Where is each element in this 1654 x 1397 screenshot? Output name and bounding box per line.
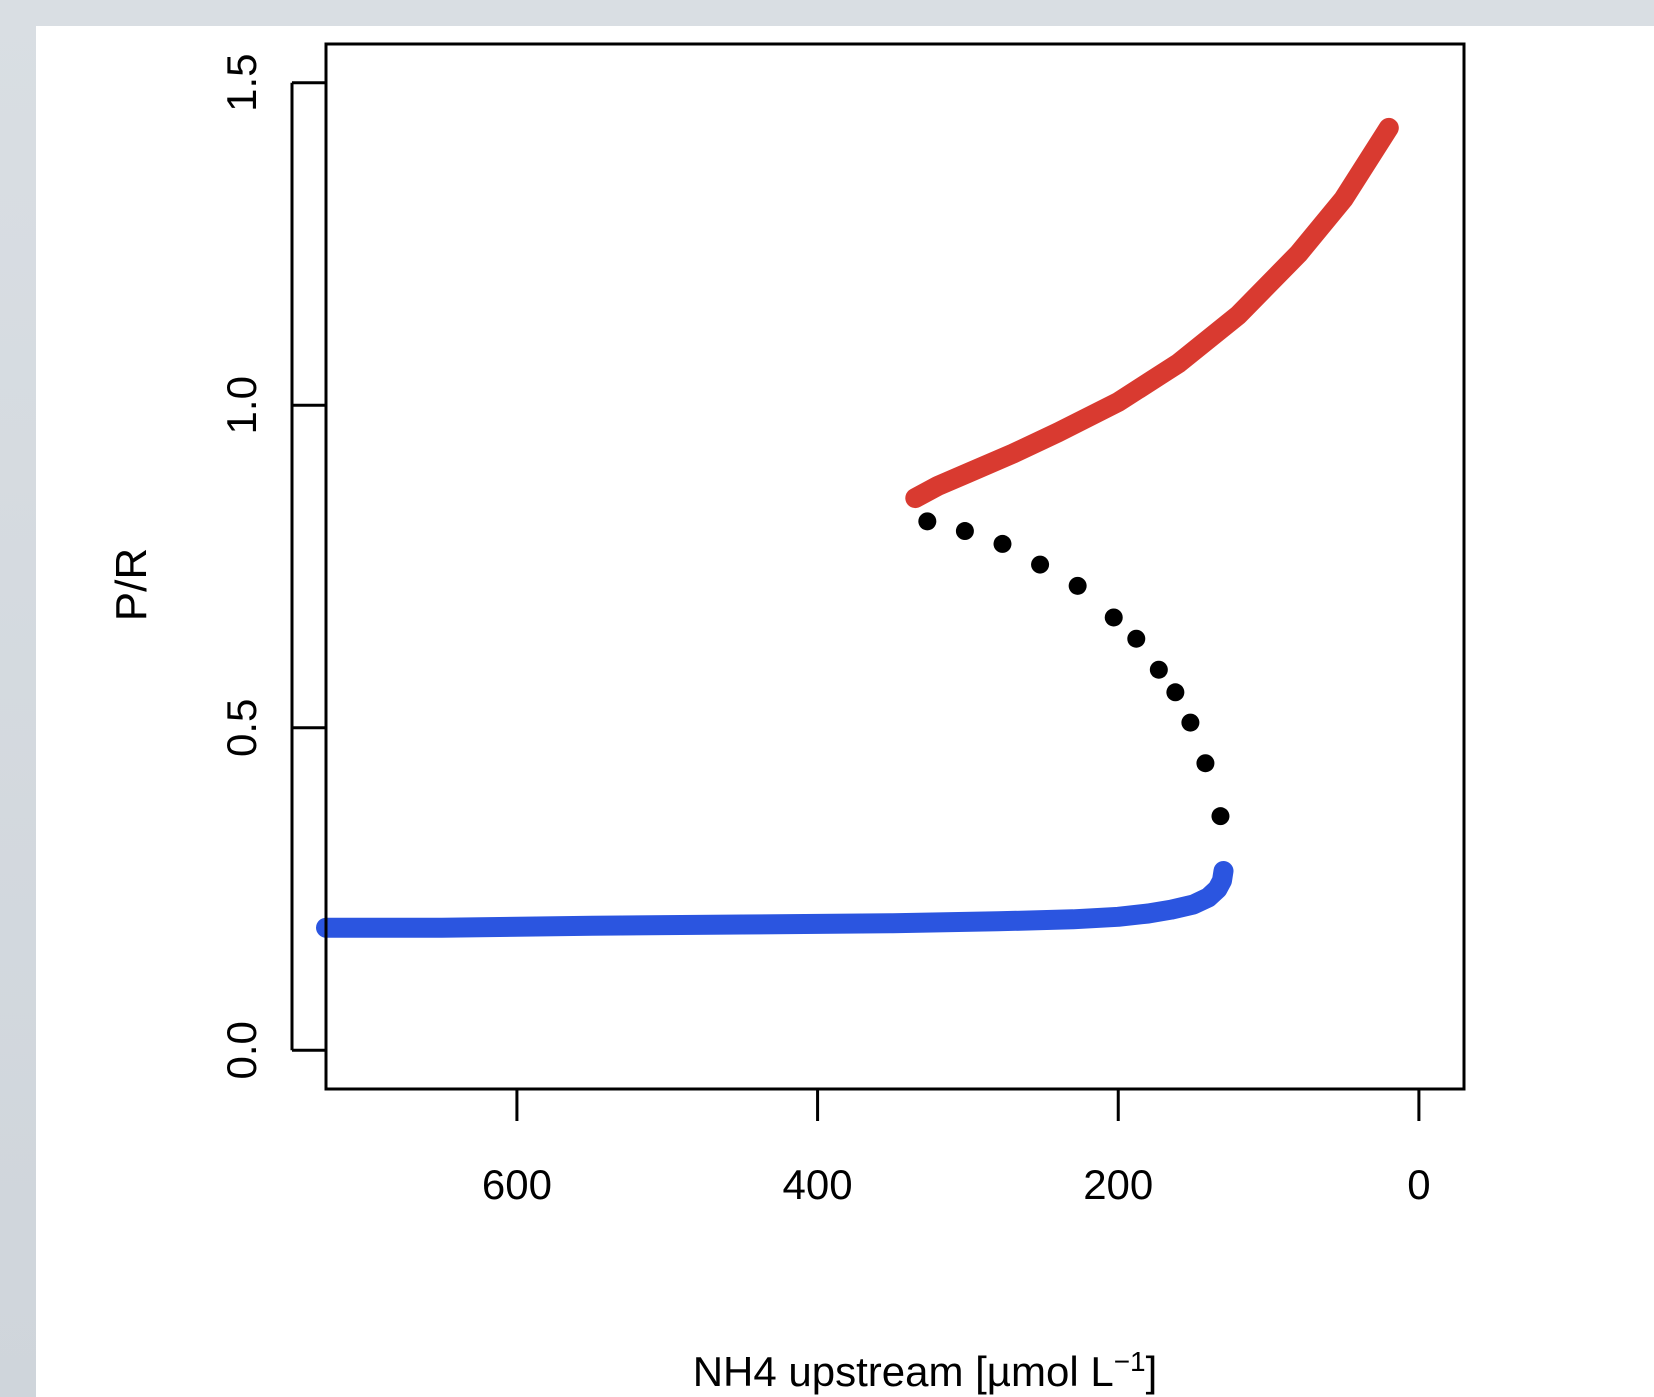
x-axis-label: NH4 upstream [µmol L−1] bbox=[693, 1346, 1158, 1396]
y-tick-label: 0.5 bbox=[218, 699, 265, 757]
x-tick-label: 0 bbox=[1407, 1161, 1430, 1208]
x-axis-label-suffix: ] bbox=[1146, 1348, 1158, 1395]
series-layer bbox=[316, 117, 1399, 938]
x-axis-label-superscript: −1 bbox=[1114, 1346, 1146, 1377]
transition-point bbox=[1211, 807, 1230, 826]
x-tick-label: 200 bbox=[1083, 1161, 1153, 1208]
y-axis-label: P/R bbox=[107, 548, 156, 621]
transition-point bbox=[918, 512, 937, 531]
y-tick-label: 1.0 bbox=[218, 376, 265, 434]
plot-frame bbox=[324, 42, 1466, 1091]
low-branch-line bbox=[316, 861, 1234, 938]
high-branch-line bbox=[905, 117, 1399, 509]
chart-canvas: 600 400 200 0 0.0 0.5 1.0 1.5 P/R NH4 upstream… bbox=[36, 26, 1654, 1397]
transition-point bbox=[1104, 608, 1123, 627]
transition-point bbox=[955, 522, 974, 541]
transition-point bbox=[1196, 754, 1215, 773]
transition-point bbox=[1031, 555, 1050, 574]
pr-vs-nh4-plot: 600 400 200 0 0.0 0.5 1.0 1.5 P/R NH4 upstream… bbox=[107, 42, 1466, 1396]
x-tick-label: 400 bbox=[783, 1161, 853, 1208]
y-axis: 0.0 0.5 1.0 1.5 bbox=[218, 54, 326, 1079]
x-axis-label-main: NH4 upstream [µmol L bbox=[693, 1348, 1114, 1395]
transition-point bbox=[1166, 683, 1185, 702]
x-axis: 600 400 200 0 bbox=[482, 1089, 1431, 1208]
x-tick-label: 600 bbox=[482, 1161, 552, 1208]
y-tick-label: 0.0 bbox=[218, 1021, 265, 1079]
transition-point bbox=[1149, 660, 1168, 679]
transition-point bbox=[1068, 576, 1087, 595]
transition-point bbox=[1181, 713, 1200, 732]
transition-point bbox=[993, 534, 1012, 553]
y-tick-label: 1.5 bbox=[218, 54, 265, 112]
transition-point bbox=[1127, 629, 1146, 648]
